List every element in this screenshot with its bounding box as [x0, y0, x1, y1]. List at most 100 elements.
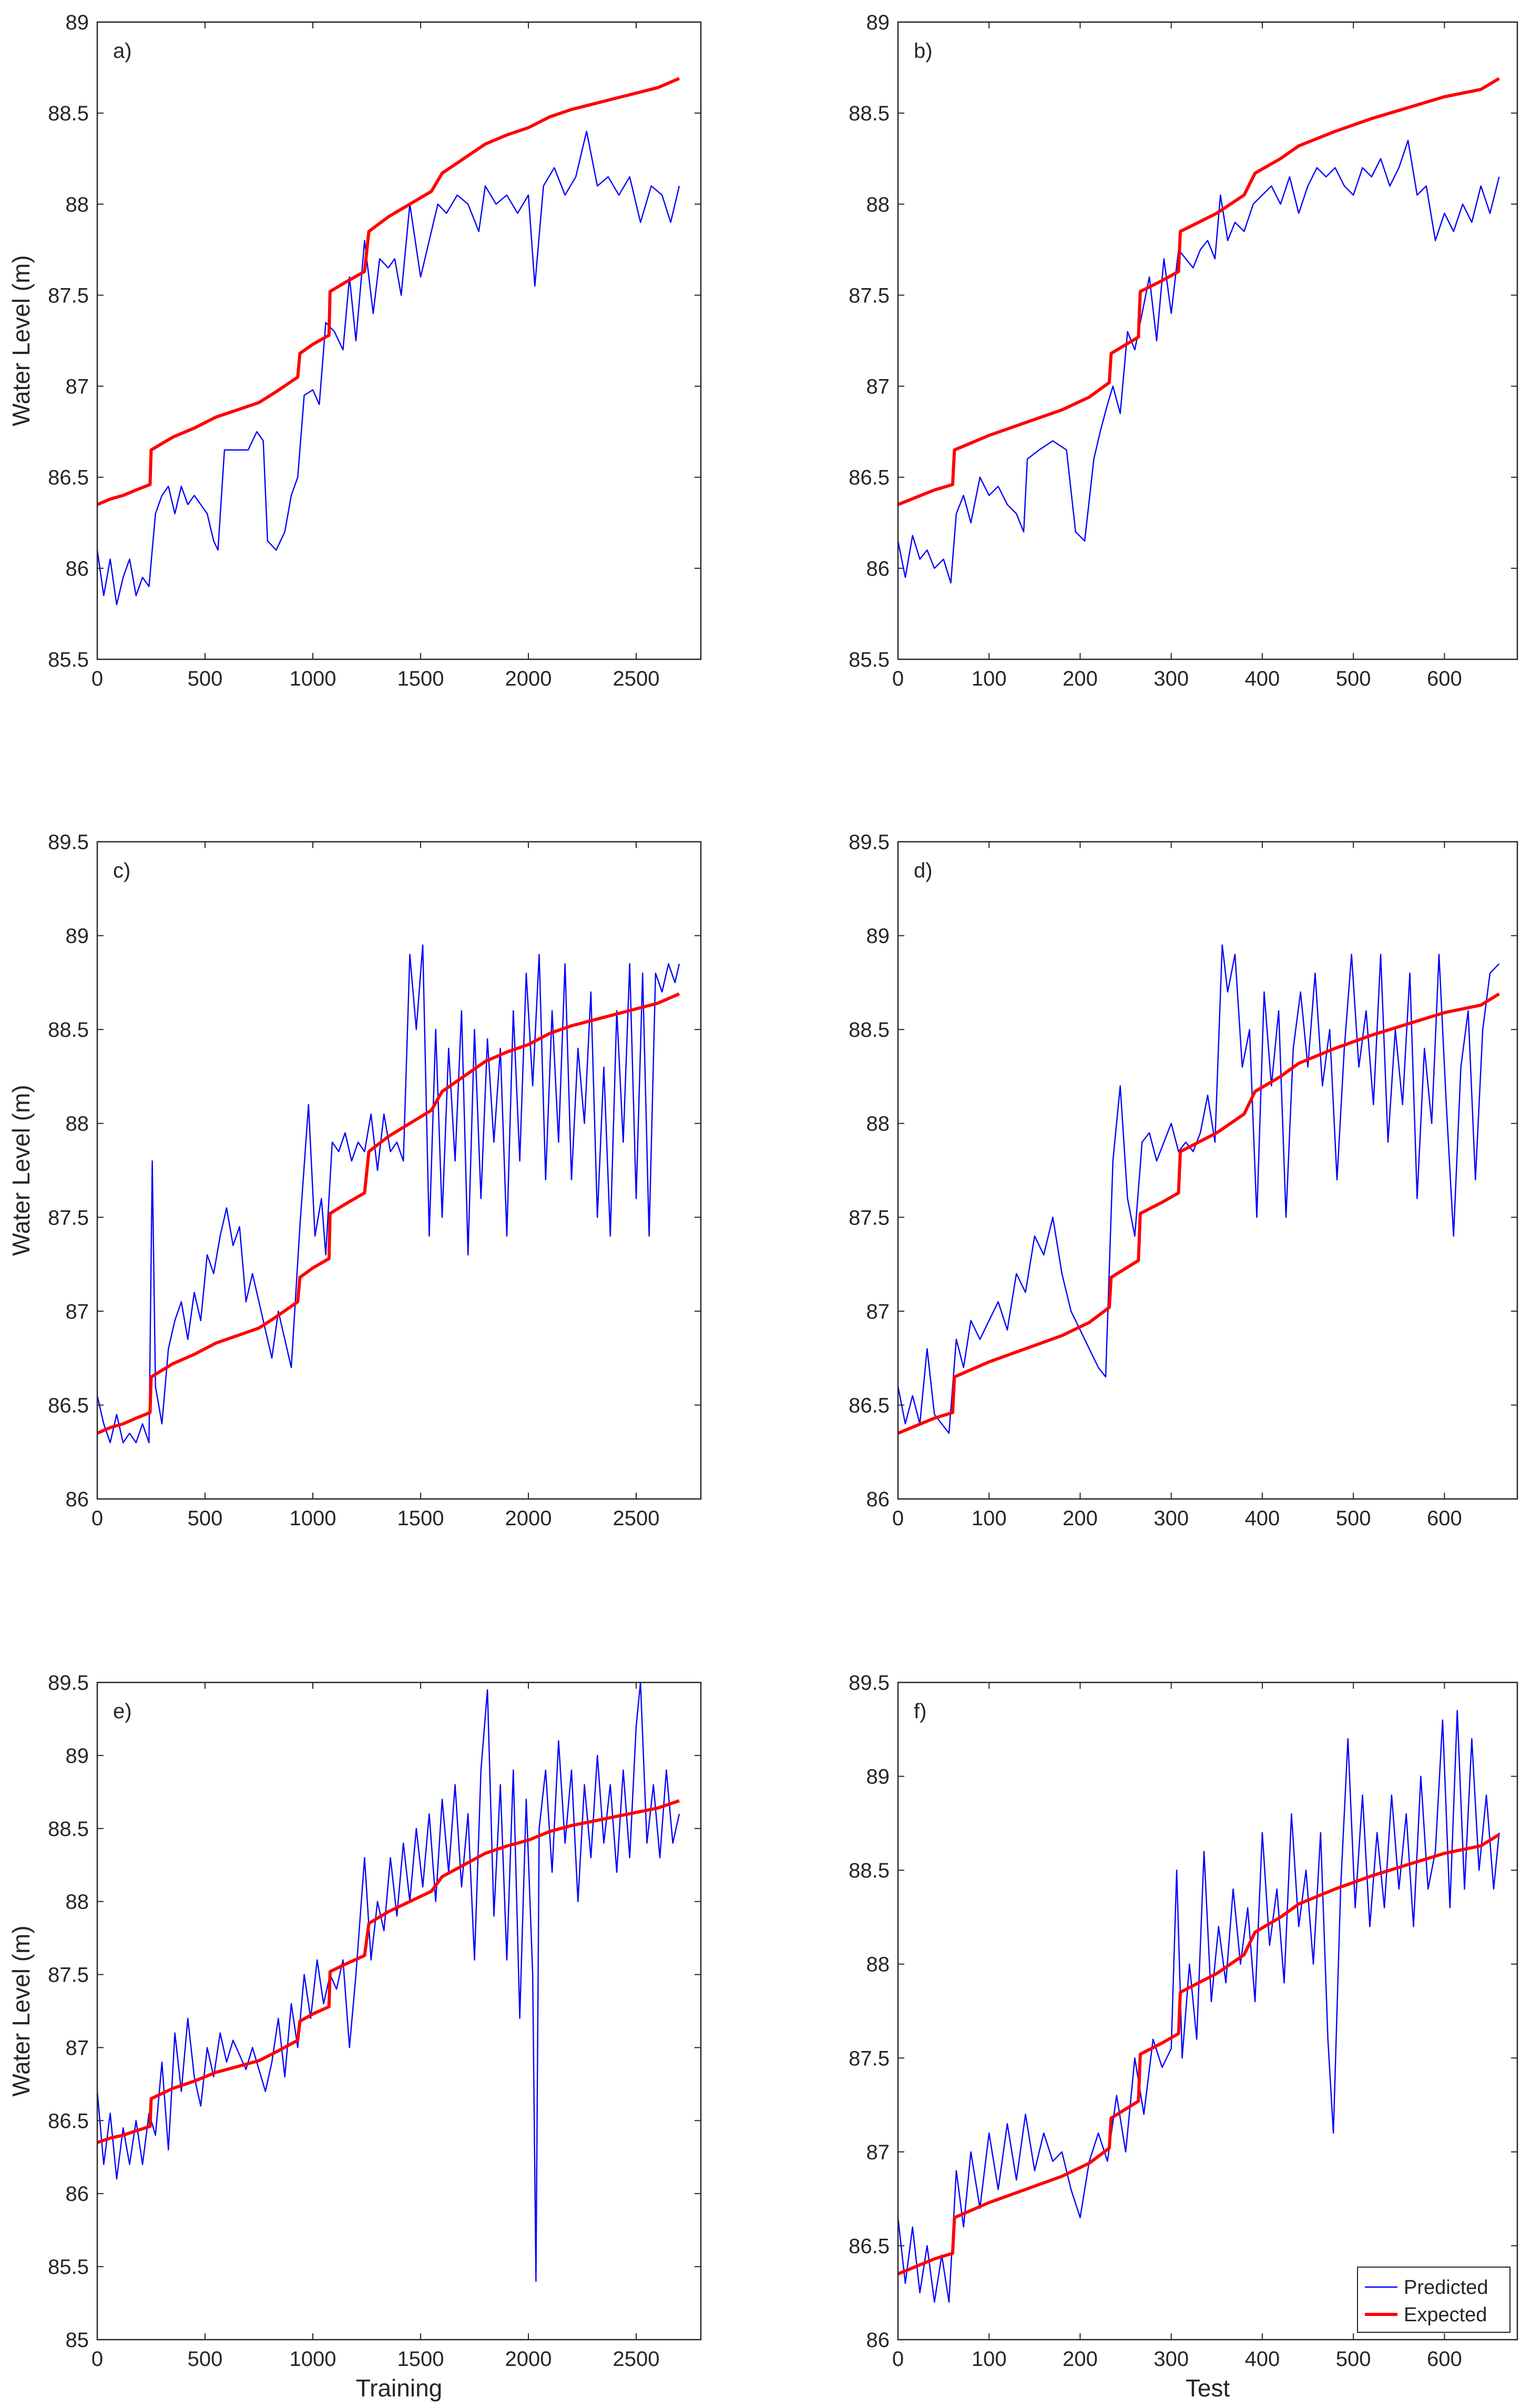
x-tick-label-d: 300	[1154, 1507, 1189, 1530]
series-predicted-f	[898, 1710, 1500, 2303]
y-tick-label-d: 87	[866, 1300, 890, 1323]
x-tick-label-d: 0	[892, 1507, 904, 1530]
x-tick-label-b: 600	[1427, 667, 1462, 690]
y-tick-label-d: 88	[866, 1113, 890, 1136]
x-tick-label-c: 2000	[505, 1507, 552, 1530]
y-tick-label-f: 86	[866, 2329, 890, 2352]
y-tick-label-b: 87.5	[849, 284, 890, 307]
axes-frame-e	[96, 1681, 702, 2341]
y-tick-label-a: 85.5	[48, 648, 89, 671]
axes-frame-a	[96, 21, 702, 660]
y-tick-label-f: 87	[866, 2141, 890, 2164]
x-tick-label-e: 2000	[505, 2348, 552, 2371]
y-axis-label-e: Water Level (m)	[7, 1925, 35, 2096]
y-tick-label-c: 86.5	[48, 1394, 89, 1417]
y-tick-label-a: 86.5	[48, 466, 89, 489]
x-tick-label-c: 0	[91, 1507, 103, 1530]
y-tick-label-e: 85.5	[48, 2256, 89, 2279]
y-tick-label-a: 88	[66, 193, 89, 216]
panels: 0 500 1000 1500 2000 250085.58686.58787.58888…	[7, 11, 1518, 2402]
y-tick-label-b: 87	[866, 375, 890, 399]
y-tick-label-f: 86.5	[849, 2234, 890, 2258]
series-predicted-c	[97, 944, 680, 1444]
y-tick-label-e: 85	[66, 2329, 89, 2352]
x-axis-label-f: Test	[1186, 2374, 1230, 2402]
y-tick-label-e: 87	[66, 2036, 89, 2059]
y-tick-label-a: 87.5	[48, 284, 89, 307]
y-tick-label-c: 87	[66, 1300, 89, 1323]
series-predicted-b	[898, 139, 1500, 584]
y-tick-label-d: 88.5	[849, 1018, 890, 1042]
x-axis-label-e: Training	[356, 2374, 442, 2402]
x-tick-label-a: 500	[188, 667, 223, 690]
y-tick-label-e: 89	[66, 1744, 89, 1768]
x-tick-label-e: 1500	[397, 2348, 444, 2371]
y-tick-label-b: 85.5	[849, 648, 890, 671]
series-group-b	[898, 77, 1500, 584]
x-tick-label-e: 1000	[290, 2348, 336, 2371]
y-tick-label-d: 87.5	[849, 1206, 890, 1229]
series-expected-d	[898, 992, 1500, 1435]
y-tick-label-a: 88.5	[48, 102, 89, 125]
series-predicted-a	[97, 130, 680, 606]
x-tick-label-b: 100	[972, 667, 1007, 690]
series-group-d	[898, 944, 1500, 1435]
y-tick-label-f: 88.5	[849, 1859, 890, 1882]
y-tick-label-b: 86	[866, 557, 890, 580]
y-tick-label-b: 88.5	[849, 102, 890, 125]
x-tick-label-f: 500	[1336, 2348, 1371, 2371]
y-tick-label-e: 86	[66, 2182, 89, 2206]
panel-a: 0 500 1000 1500 2000 2500 85.5 86 86.5 87 87.5 88 88…	[7, 11, 702, 690]
series-predicted-d	[898, 944, 1500, 1434]
x-tick-label-c: 500	[188, 1507, 223, 1530]
series-expected-b	[898, 77, 1500, 506]
y-tick-label-f: 89	[866, 1766, 890, 1789]
panel-label-b: b)	[914, 39, 933, 63]
x-tick-label-e: 0	[91, 2348, 103, 2371]
panel-c: 0 500 1000 1500 2000 2500 86 86.5 87 87.5 88 88.5 89…	[7, 831, 702, 1530]
series-expected-c	[97, 992, 680, 1435]
y-tick-label-a: 89	[66, 11, 89, 34]
x-tick-label-d: 100	[972, 1507, 1007, 1530]
series-expected-e	[97, 1799, 680, 2144]
axes-frame-b	[897, 21, 1518, 660]
legend-label-predicted: Predicted	[1404, 2277, 1488, 2299]
y-tick-label-c: 86	[66, 1488, 89, 1511]
axes-frame-f	[897, 1681, 1518, 2341]
panel-f: 0 100 200 300 400 500 600 86 86.5 87 87.5 88 88.5 89 8…	[849, 1671, 1518, 2402]
x-tick-label-b: 400	[1245, 667, 1280, 690]
y-tick-label-d: 89.5	[849, 831, 890, 854]
x-tick-label-a: 2000	[505, 667, 552, 690]
y-tick-label-c: 87.5	[48, 1206, 89, 1229]
y-tick-label-e: 88.5	[48, 1818, 89, 1841]
x-tick-label-d: 200	[1063, 1507, 1098, 1530]
x-tick-label-d: 400	[1245, 1507, 1280, 1530]
x-tick-label-f: 400	[1245, 2348, 1280, 2371]
y-tick-label-f: 87.5	[849, 2047, 890, 2070]
x-tick-label-a: 1500	[397, 667, 444, 690]
y-tick-label-e: 89.5	[48, 1671, 89, 1695]
x-tick-label-f: 200	[1063, 2348, 1098, 2371]
y-tick-label-b: 88	[866, 193, 890, 216]
y-tick-label-c: 88.5	[48, 1018, 89, 1042]
x-tick-label-b: 500	[1336, 667, 1371, 690]
y-axis-label-c: Water Level (m)	[7, 1085, 35, 1256]
x-tick-label-b: 300	[1154, 667, 1189, 690]
panel-label-f: f)	[914, 1700, 926, 1723]
panel-b: 0 100 200 300 400 500 600 85.5 86 86.5 87 87.5 88 88.…	[849, 11, 1518, 690]
y-tick-label-e: 87.5	[48, 1964, 89, 1987]
x-tick-label-a: 2500	[613, 667, 660, 690]
panel-label-a: a)	[113, 39, 132, 63]
x-tick-label-a: 0	[91, 667, 103, 690]
y-tick-label-d: 89	[866, 925, 890, 948]
x-tick-label-e: 2500	[613, 2348, 660, 2371]
series-group-a	[97, 77, 680, 606]
y-tick-label-a: 86	[66, 557, 89, 580]
x-tick-label-a: 1000	[290, 667, 336, 690]
panel-label-c: c)	[113, 859, 130, 882]
y-tick-label-c: 89	[66, 925, 89, 948]
y-tick-label-e: 88	[66, 1891, 89, 1914]
legend: Predicted Expected	[1357, 2267, 1510, 2333]
